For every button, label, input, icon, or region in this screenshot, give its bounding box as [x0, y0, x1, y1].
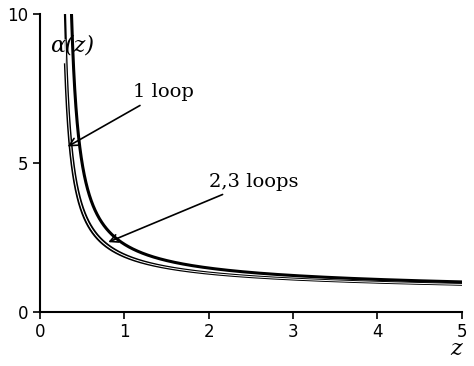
Text: 1 loop: 1 loop — [69, 83, 193, 146]
Text: α(z): α(z) — [50, 35, 94, 57]
Text: z: z — [450, 339, 462, 361]
Text: 2,3 loops: 2,3 loops — [110, 173, 298, 242]
